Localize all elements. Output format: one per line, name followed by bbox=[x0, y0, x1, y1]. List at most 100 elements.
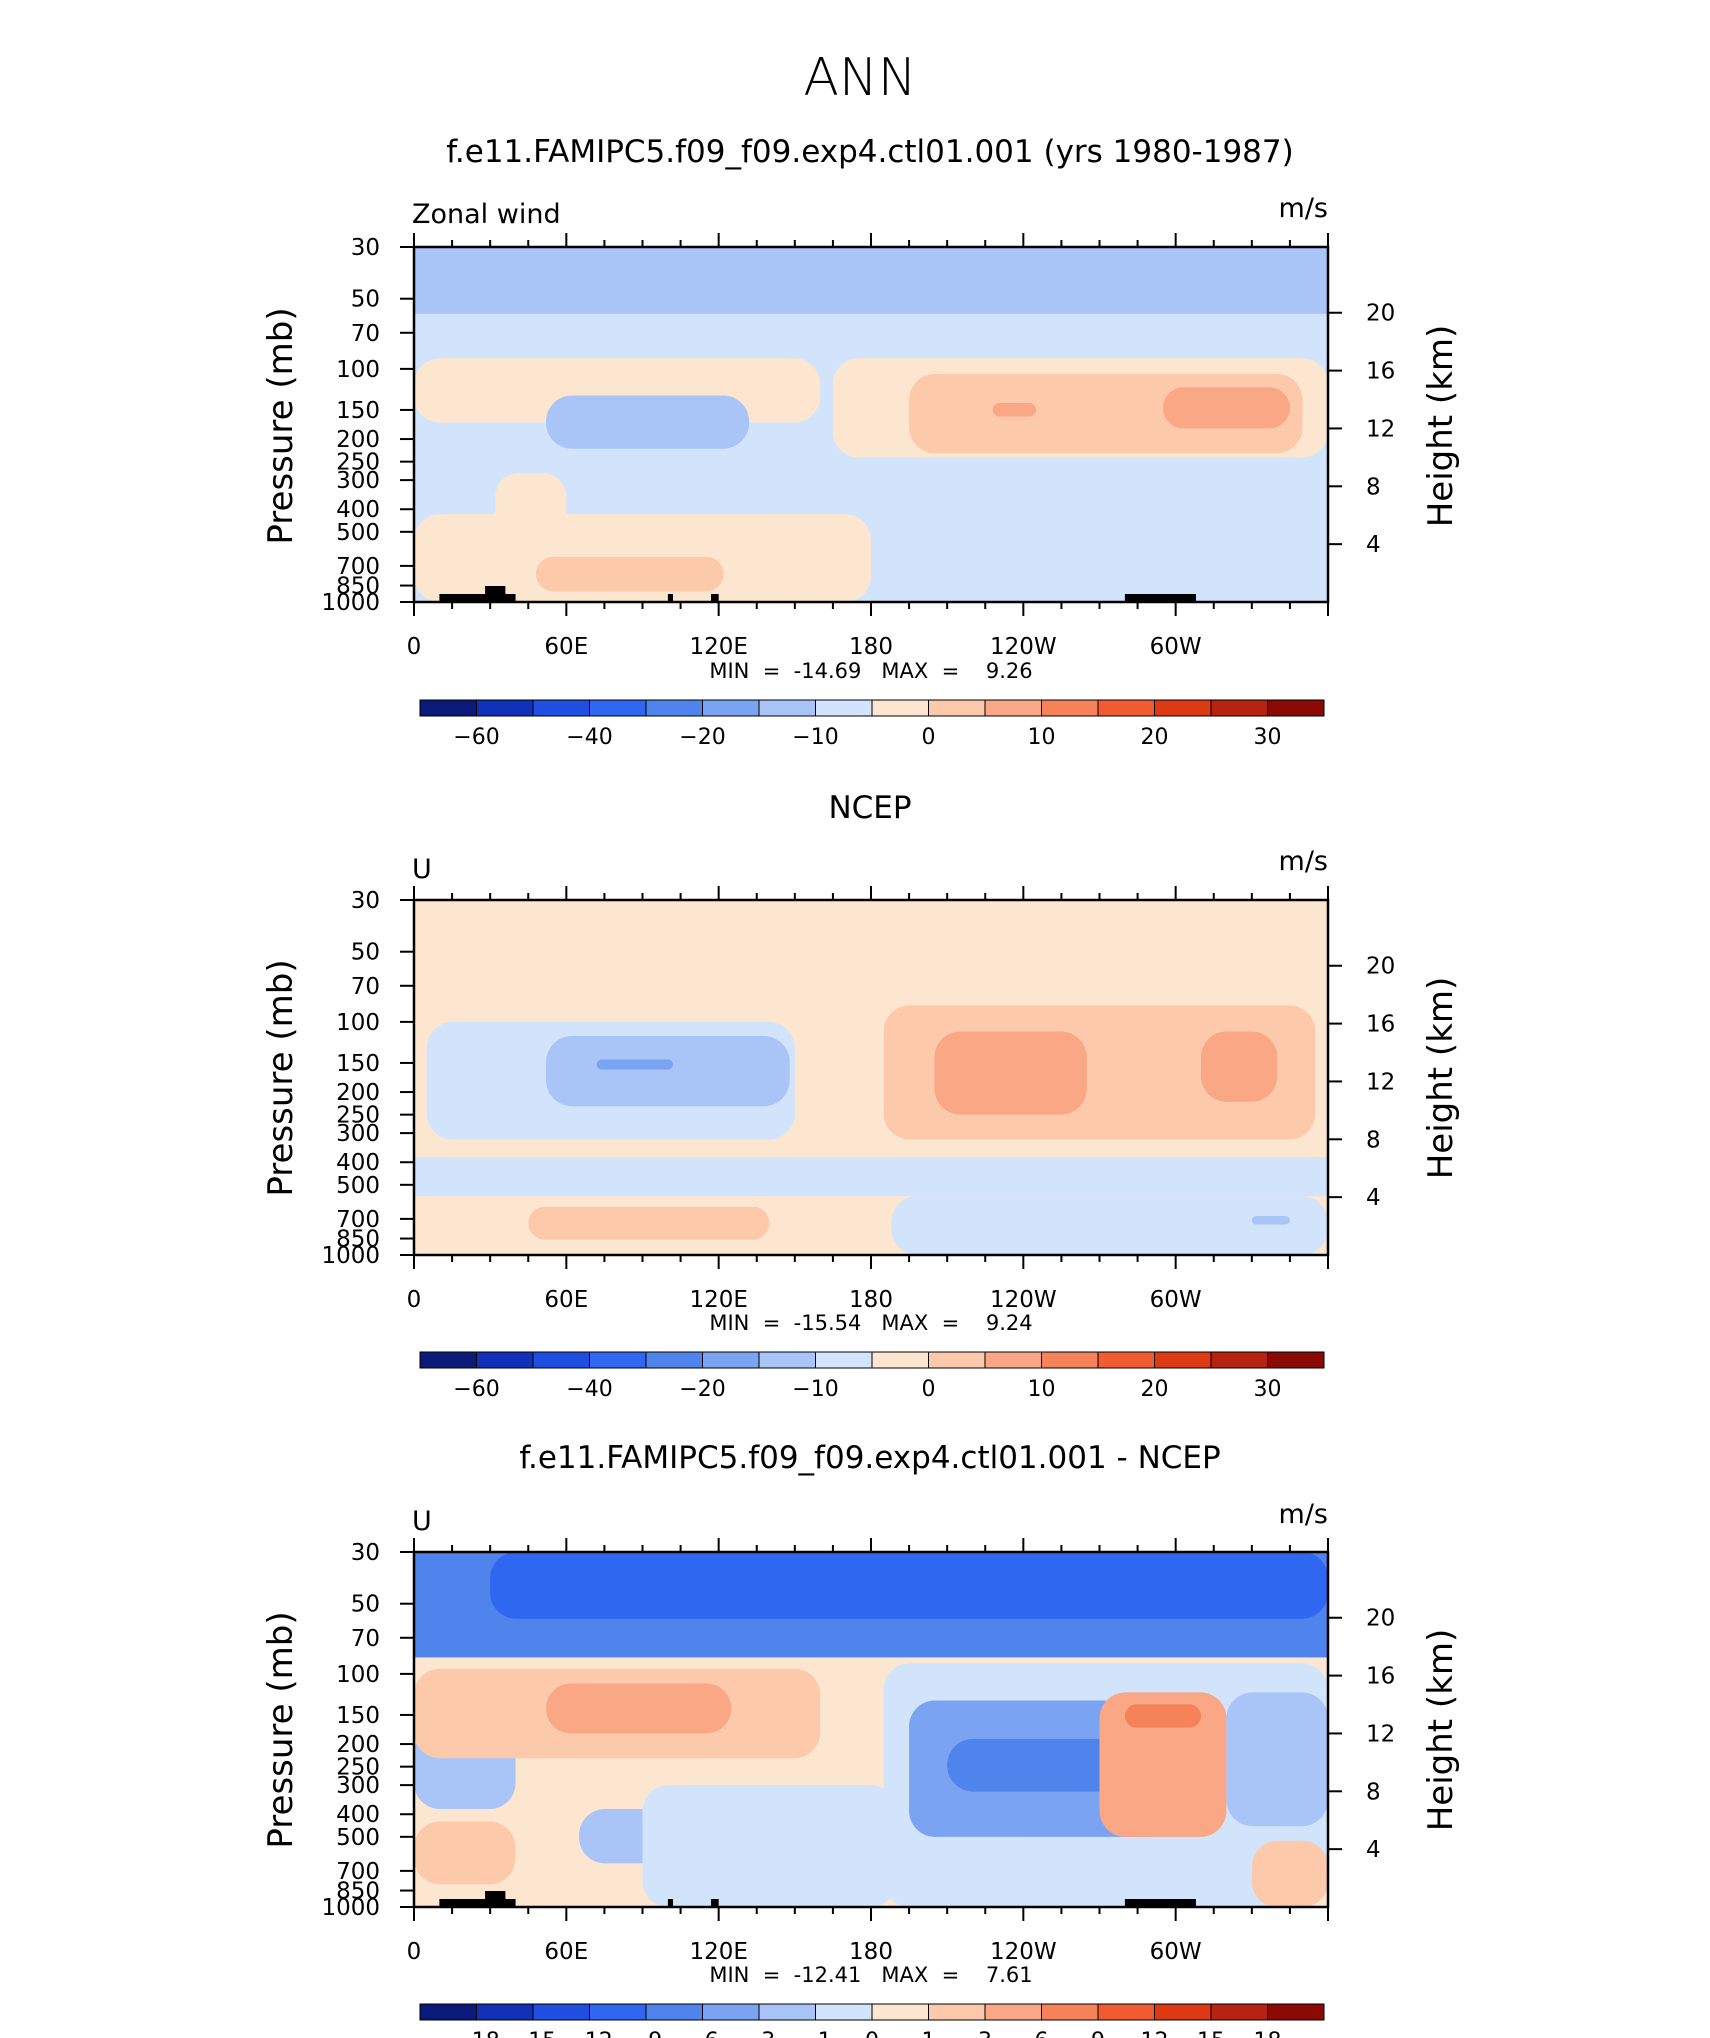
panel-3-height-axis: 20 16 12 8 4 bbox=[1328, 1606, 1395, 1863]
panel-3-fill bbox=[414, 1552, 1329, 1907]
panel-3-contour-region bbox=[414, 1821, 516, 1885]
panel-2-colorbar-swatch bbox=[984, 1351, 1042, 1369]
panel-1-colorbar-swatch bbox=[758, 699, 816, 717]
panel-3-colorbar: −18 −15 −12 −9 −6 −3 −1 0 1 3 6 9 12 15 18 bbox=[419, 2003, 1325, 2038]
panel-3-height-tick-label: 16 bbox=[1366, 1664, 1395, 1690]
panel-1-ylabel-right: Height (km) bbox=[1421, 325, 1461, 528]
panel-1-fill bbox=[414, 247, 1328, 602]
panel-1-y-tick-label: 700 bbox=[336, 554, 380, 580]
panel-3-contour-region bbox=[1226, 1692, 1328, 1827]
panel-1-colorbar-swatch bbox=[1267, 699, 1325, 717]
panel-3-y-tick-label: 400 bbox=[336, 1802, 380, 1828]
panel-2-height-tick-label: 20 bbox=[1366, 954, 1395, 980]
panel-2-contour-region bbox=[891, 1196, 1328, 1255]
panel-1-units: m/s bbox=[1279, 193, 1328, 224]
panel-3-contour-region bbox=[1099, 1692, 1227, 1837]
panel-2-variable-label: U bbox=[412, 854, 432, 885]
panel-3-x-tick-label: 0 bbox=[407, 1939, 422, 1965]
panel-2-colorbar-swatch bbox=[419, 1351, 477, 1369]
panel-3-y-tick-label: 1000 bbox=[321, 1895, 380, 1921]
panel-3-colorbar-swatch bbox=[532, 2003, 590, 2021]
panel-2-colorbar-swatch bbox=[1097, 1351, 1155, 1369]
panel-1-x-tick-label: 0 bbox=[407, 634, 422, 660]
panel-2-x-axis: 0 60E 120E 180 120W 60W bbox=[407, 886, 1329, 1313]
panel-3-height-tick-label: 12 bbox=[1366, 1721, 1395, 1747]
panel-1-y-tick-label: 250 bbox=[336, 450, 380, 476]
panel-1-contour-region bbox=[546, 395, 750, 449]
panel-3-colorbar-swatch bbox=[419, 2003, 477, 2021]
panel-1-y-tick-label: 300 bbox=[336, 468, 380, 494]
panel-3-colorbar-label: 12 bbox=[1141, 2029, 1169, 2038]
panel-1-height-axis: 20 16 12 8 4 bbox=[1328, 301, 1395, 558]
panel-1-y-tick-label: 100 bbox=[336, 357, 380, 383]
panel-2-height-tick-label: 12 bbox=[1366, 1069, 1395, 1095]
panel-3-contour-region bbox=[490, 1552, 1329, 1619]
panel-2-height-tick-label: 8 bbox=[1366, 1127, 1381, 1153]
panel-1-colorbar-swatch bbox=[928, 699, 986, 717]
panel-2-height-tick-label: 16 bbox=[1366, 1012, 1395, 1038]
panel-3-colorbar-label: −18 bbox=[453, 2029, 499, 2038]
panel-1-colorbar-swatch bbox=[1154, 699, 1212, 717]
panel-2-colorbar-swatch bbox=[1154, 1351, 1212, 1369]
panel-1-colorbar-swatch bbox=[532, 699, 590, 717]
panel-1-colorbar-swatch bbox=[815, 699, 873, 717]
panel-2-contour-region bbox=[414, 1157, 1328, 1197]
panel-2-y-tick-label: 70 bbox=[351, 974, 380, 1000]
panel-2-contour-region bbox=[1251, 1215, 1290, 1225]
panel-1-colorbar-swatch bbox=[645, 699, 703, 717]
panel-1-colorbar: −60 −40 −20 −10 0 10 20 30 bbox=[419, 699, 1325, 750]
panel-2-y-tick-label: 150 bbox=[336, 1051, 380, 1077]
panel-1-title: f.e11.FAMIPC5.f09_f09.exp4.ctl01.001 (yr… bbox=[446, 134, 1293, 170]
panel-2-colorbar-swatch bbox=[476, 1351, 534, 1369]
panel-1-land-mask bbox=[711, 594, 719, 602]
panel-3-colorbar-label: 15 bbox=[1197, 2029, 1225, 2038]
panel-3-stats: MIN = -12.41 MAX = 7.61 bbox=[709, 1963, 1032, 1987]
panel-3-colorbar-label: 18 bbox=[1254, 2029, 1282, 2038]
panel-1-colorbar-swatch bbox=[984, 699, 1042, 717]
panel-3-contour-region bbox=[642, 1785, 897, 1907]
panel-3-x-tick-label: 180 bbox=[849, 1939, 893, 1965]
panel-2-colorbar-label: −20 bbox=[679, 1377, 725, 1402]
panel-1-y-tick-label: 200 bbox=[336, 427, 380, 453]
panel-1-y-tick-label: 1000 bbox=[321, 590, 380, 616]
panel-2-colorbar-swatch bbox=[702, 1351, 760, 1369]
panel-3-colorbar-label: −6 bbox=[686, 2029, 718, 2038]
panel-2-colorbar-label: 20 bbox=[1141, 1377, 1169, 1402]
panel-2-x-tick-label: 180 bbox=[849, 1287, 893, 1313]
panel-1-height-tick-label: 12 bbox=[1366, 416, 1395, 442]
panel-2-colorbar-swatch bbox=[758, 1351, 816, 1369]
panel-2-fill bbox=[414, 900, 1328, 1255]
panel-3-y-tick-label: 500 bbox=[336, 1825, 380, 1851]
panel-1-variable-label: Zonal wind bbox=[412, 199, 561, 230]
panel-1-colorbar-swatch bbox=[589, 699, 647, 717]
panel-3-height-tick-label: 4 bbox=[1366, 1837, 1381, 1863]
panel-3-colorbar-swatch bbox=[1210, 2003, 1268, 2021]
panel-2-y-tick-label: 850 bbox=[336, 1227, 380, 1253]
panel-1-colorbar-label: 30 bbox=[1254, 725, 1282, 750]
panel-3-colorbar-swatch bbox=[702, 2003, 760, 2021]
panel-1-colorbar-label: −10 bbox=[792, 725, 838, 750]
panel-2-colorbar-swatch bbox=[1041, 1351, 1099, 1369]
panel-1-colorbar-swatch bbox=[871, 699, 929, 717]
panel-1-colorbar-label: 0 bbox=[922, 725, 936, 750]
panel-2-y-tick-label: 30 bbox=[351, 888, 380, 914]
panel-3-y-tick-label: 150 bbox=[336, 1703, 380, 1729]
panel-2-colorbar-swatch bbox=[589, 1351, 647, 1369]
panel-1-contour-region bbox=[1162, 387, 1290, 429]
panel-1-x-axis: 0 60E 120E 180 120W 60W bbox=[407, 233, 1329, 660]
panel-2-colorbar-label: 10 bbox=[1028, 1377, 1056, 1402]
panel-3-x-axis: 0 60E 120E 180 120W 60W bbox=[407, 1538, 1329, 1965]
panel-1-x-tick-label: 60E bbox=[544, 634, 588, 660]
panel-1-land-mask bbox=[439, 594, 516, 602]
panel-3-colorbar-swatch bbox=[815, 2003, 873, 2021]
panel-3-land bbox=[439, 1891, 1196, 1907]
panel-2-y-tick-label: 50 bbox=[351, 940, 380, 966]
panel-2-colorbar-swatch bbox=[815, 1351, 873, 1369]
panel-2-contour-region bbox=[528, 1206, 770, 1240]
panel-2-y-tick-label: 300 bbox=[336, 1121, 380, 1147]
panel-3-colorbar-swatch bbox=[645, 2003, 703, 2021]
panel-3-land-mask bbox=[1124, 1899, 1196, 1907]
panel-3-land-mask bbox=[667, 1899, 673, 1907]
panel-3-colorbar-swatch bbox=[984, 2003, 1042, 2021]
